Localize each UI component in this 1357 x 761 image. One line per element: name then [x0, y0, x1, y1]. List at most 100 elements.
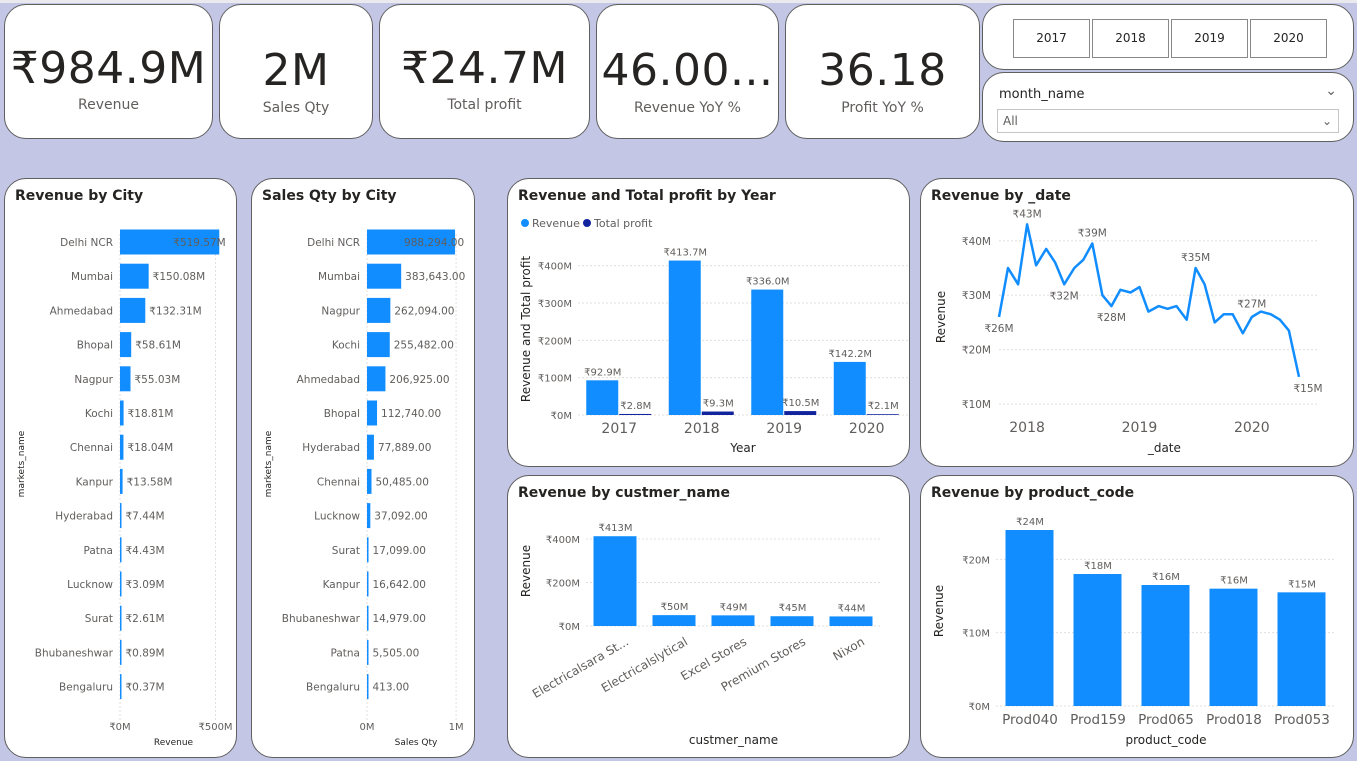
category-label: Mumbai — [318, 271, 360, 283]
data-label: ₹50M — [661, 602, 689, 613]
bar — [120, 434, 124, 460]
data-label: ₹0.89M — [126, 647, 165, 659]
kpi-revenue-value: ₹984.9M — [10, 43, 207, 94]
bar — [120, 537, 122, 563]
revenue-by-city-card[interactable]: Revenue by City ₹0M ₹500M Delhi NCR ₹519.57… — [4, 178, 237, 758]
bar — [668, 260, 701, 415]
bar — [367, 366, 386, 392]
data-label: 255,482.00 — [394, 340, 454, 352]
bar — [120, 639, 122, 665]
bar — [367, 434, 374, 460]
data-label: 112,740.00 — [381, 408, 441, 420]
year-button-2019[interactable]: 2019 — [1171, 19, 1248, 58]
y-tick-label: ₹400M — [538, 262, 572, 273]
kpi-revenue-card[interactable]: ₹984.9M Revenue — [4, 4, 213, 139]
category-label: Prod040 — [1002, 712, 1058, 728]
sales-qty-by-city-card[interactable]: Sales Qty by City 0M 1M Delhi NCR 988,294.0… — [251, 178, 475, 758]
year-button-2017[interactable]: 2017 — [1013, 19, 1090, 58]
legend-label: Revenue — [532, 217, 580, 230]
month-slicer-title: month_name — [999, 87, 1085, 102]
data-label: ₹2.61M — [126, 613, 165, 625]
revenue-profit-by-year-card[interactable]: Revenue and Total profit by Year ₹0M ₹100… — [507, 178, 910, 467]
point-label: ₹28M — [1097, 312, 1126, 324]
bar — [367, 263, 402, 289]
revenue-by-date-chart: ₹10M ₹20M ₹30M ₹40M 2018 2019 2020 ₹26M ₹43M ₹32M… — [934, 208, 1323, 455]
x-tick-label: 2018 — [1009, 420, 1045, 436]
category-label: Prod018 — [1206, 712, 1262, 728]
data-label: ₹16M — [1220, 576, 1248, 587]
data-label: ₹0.37M — [126, 682, 165, 694]
data-label: ₹9.3M — [703, 399, 734, 410]
chart-title: Revenue by product_code — [931, 485, 1135, 501]
kpi-revenue-yoy-card[interactable]: 46.00... Revenue YoY % — [596, 4, 779, 139]
revenue-by-date-card[interactable]: Revenue by _date ₹10M ₹20M ₹30M ₹40M 2018 201… — [920, 178, 1354, 467]
revenue-line — [997, 223, 1301, 378]
point-label: ₹26M — [984, 323, 1013, 335]
point-label: ₹43M — [1013, 208, 1042, 220]
y-axis-title: Revenue — [934, 291, 948, 343]
kpi-revenue-yoy-value: 46.00... — [601, 45, 774, 96]
data-label: ₹58.61M — [135, 340, 181, 352]
data-label: ₹13.58M — [127, 476, 173, 488]
bar — [120, 571, 122, 597]
y-tick-label: ₹400M — [546, 535, 580, 546]
chevron-down-icon[interactable]: ⌄ — [1325, 83, 1337, 99]
bar — [120, 332, 132, 358]
data-label: 413.00 — [373, 682, 410, 694]
month-dropdown[interactable]: All ⌄ — [997, 109, 1339, 133]
kpi-total-profit-label: Total profit — [447, 97, 522, 113]
category-label: 2020 — [849, 421, 885, 437]
data-label: ₹413.7M — [663, 248, 707, 259]
bar — [367, 605, 369, 631]
data-label: ₹413M — [598, 523, 632, 534]
data-label: ₹18.04M — [127, 442, 173, 454]
y-tick-label: ₹100M — [538, 374, 572, 385]
data-label: 14,979.00 — [373, 613, 426, 625]
category-label: 2019 — [766, 421, 802, 437]
point-label: ₹35M — [1181, 252, 1210, 264]
data-label: ₹44M — [838, 603, 866, 614]
category-label: Surat — [332, 545, 360, 557]
data-label: ₹2.8M — [620, 401, 651, 412]
year-button-2020[interactable]: 2020 — [1250, 19, 1327, 58]
category-label: Delhi NCR — [60, 237, 113, 249]
month-slicer: month_name ⌄ All ⌄ — [982, 72, 1354, 142]
category-label: Kanpur — [323, 579, 361, 591]
data-label: ₹45M — [779, 603, 807, 614]
category-label: Delhi NCR — [307, 237, 360, 249]
y-tick-label: ₹0M — [969, 702, 990, 713]
kpi-profit-yoy-card[interactable]: 36.18 Profit YoY % — [785, 4, 980, 139]
year-slicer: 2017 2018 2019 2020 — [982, 4, 1354, 70]
data-label: 37,092.00 — [374, 511, 427, 523]
category-label: Chennai — [70, 442, 113, 454]
data-label: 17,099.00 — [373, 545, 426, 557]
kpi-profit-yoy-label: Profit YoY % — [841, 100, 924, 116]
bar — [1209, 588, 1258, 706]
category-label: Kochi — [332, 340, 360, 352]
bar — [711, 615, 755, 626]
bar — [367, 503, 371, 529]
revenue-by-product-card[interactable]: Revenue by product_code ₹0M ₹10M ₹20M ₹24M P… — [920, 475, 1354, 758]
data-label: ₹15M — [1288, 579, 1316, 590]
kpi-sales-qty-value: 2M — [262, 45, 330, 96]
data-label: ₹132.31M — [149, 305, 201, 317]
chart-title: Revenue by custmer_name — [518, 485, 730, 501]
bar — [1073, 574, 1122, 706]
bar — [367, 537, 369, 563]
data-label: ₹55.03M — [135, 374, 181, 386]
revenue-by-customer-card[interactable]: Revenue by custmer_name ₹0M ₹200M ₹400M ₹41… — [507, 475, 910, 758]
category-label: 2018 — [684, 421, 720, 437]
kpi-total-profit-card[interactable]: ₹24.7M Total profit — [379, 4, 590, 139]
category-label: Prod159 — [1070, 712, 1126, 728]
kpi-sales-qty-label: Sales Qty — [262, 100, 330, 116]
bar — [367, 332, 390, 358]
x-tick-label: ₹0M — [109, 722, 130, 733]
y-tick-label: ₹20M — [962, 555, 990, 566]
dropdown-chevron-icon: ⌄ — [1321, 114, 1332, 128]
year-button-2018[interactable]: 2018 — [1092, 19, 1169, 58]
data-label: ₹18.81M — [128, 408, 174, 420]
data-label: 383,643.00 — [405, 271, 465, 283]
y-tick-label: ₹200M — [538, 336, 572, 347]
revenue-by-customer-chart: ₹0M ₹200M ₹400M ₹413M Electricalsara St... ₹5… — [519, 523, 881, 747]
kpi-sales-qty-card[interactable]: 2M Sales Qty — [219, 4, 373, 139]
